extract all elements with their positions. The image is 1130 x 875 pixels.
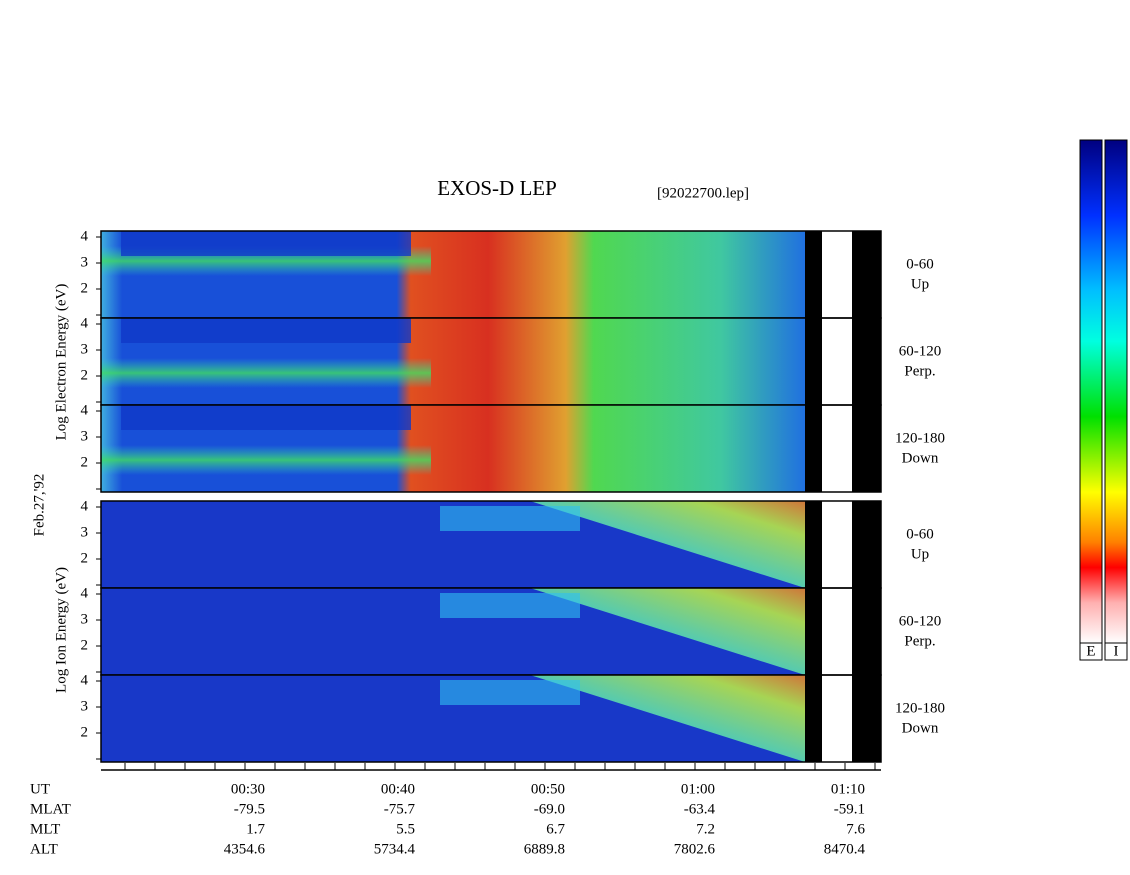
row-value: 00:50 <box>531 781 565 797</box>
spectrogram-band <box>101 358 431 388</box>
spectrogram-dark <box>121 405 411 430</box>
colorbar <box>1104 139 1128 644</box>
row-value: 8470.4 <box>824 841 866 857</box>
black-bar <box>805 588 822 675</box>
y-tick-label: 4 <box>81 402 89 418</box>
y-tick-label: 3 <box>81 341 89 357</box>
spectrogram-dark <box>121 231 411 256</box>
spectrogram-wedge <box>530 588 805 675</box>
title: EXOS-D LEP <box>437 176 557 200</box>
row-value: 7.2 <box>696 821 715 837</box>
y-tick-label: 3 <box>81 254 89 270</box>
y-tick-label: 4 <box>81 315 89 331</box>
black-bar <box>805 405 822 492</box>
y-tick-label: 3 <box>81 524 89 540</box>
pitch-direction: Down <box>902 720 939 736</box>
black-bar <box>852 675 881 762</box>
pitch-range: 60-120 <box>899 343 942 359</box>
electron-axis-label: Log Electron Energy (eV) <box>53 284 69 441</box>
spectrogram-patch <box>440 593 580 618</box>
row-value: -69.0 <box>534 801 565 817</box>
panel-frame <box>100 674 882 763</box>
row-value: 7.6 <box>846 821 865 837</box>
pitch-range: 0-60 <box>906 526 934 542</box>
black-bar <box>852 405 881 492</box>
row-value: -59.1 <box>834 801 865 817</box>
black-bar <box>805 231 822 318</box>
row-value: 4354.6 <box>224 841 266 857</box>
colorbar-label: E <box>1086 643 1095 659</box>
y-tick-label: 3 <box>81 428 89 444</box>
black-bar <box>852 231 881 318</box>
row-value: 01:00 <box>681 781 715 797</box>
colorbar <box>1079 139 1103 644</box>
row-value: 01:10 <box>831 781 865 797</box>
row-value: -79.5 <box>234 801 265 817</box>
colorbar-label-box <box>1079 642 1103 661</box>
black-bar <box>805 318 822 405</box>
date-label: Feb.27,'92 <box>31 474 47 537</box>
black-bar <box>805 501 822 588</box>
spectrogram-wedge <box>530 675 805 762</box>
colorbar-label: I <box>1114 643 1119 659</box>
row-value: 1.7 <box>246 821 265 837</box>
y-tick-label: 4 <box>81 498 89 514</box>
pitch-direction: Perp. <box>904 633 935 649</box>
file-name: [92022700.lep] <box>657 185 749 201</box>
y-tick-label: 3 <box>81 698 89 714</box>
spectrogram-patch <box>440 506 580 531</box>
black-bar <box>852 318 881 405</box>
pitch-range: 60-120 <box>899 613 942 629</box>
pitch-range: 120-180 <box>895 700 945 716</box>
y-tick-label: 2 <box>81 367 89 383</box>
row-value: 6.7 <box>546 821 565 837</box>
row-value: 00:30 <box>231 781 265 797</box>
pitch-direction: Up <box>911 546 929 562</box>
row-value: 7802.6 <box>674 841 716 857</box>
spectrogram-dark <box>121 318 411 343</box>
row-label: MLT <box>30 821 60 837</box>
row-label: UT <box>30 781 50 797</box>
spectrogram-patch <box>440 680 580 705</box>
y-tick-label: 2 <box>81 454 89 470</box>
ion-axis-label: Log Ion Energy (eV) <box>53 567 69 693</box>
row-value: -75.7 <box>384 801 416 817</box>
row-value: 6889.8 <box>524 841 565 857</box>
pitch-direction: Up <box>911 276 929 292</box>
pitch-range: 120-180 <box>895 430 945 446</box>
pitch-direction: Down <box>902 450 939 466</box>
row-value: 5734.4 <box>374 841 416 857</box>
pitch-range: 0-60 <box>906 256 934 272</box>
colorbar-label-box <box>1104 642 1128 661</box>
y-tick-label: 3 <box>81 611 89 627</box>
black-bar <box>852 588 881 675</box>
y-tick-label: 2 <box>81 724 89 740</box>
black-bar <box>805 675 822 762</box>
y-tick-label: 2 <box>81 550 89 566</box>
row-value: 5.5 <box>396 821 415 837</box>
y-tick-label: 4 <box>81 228 89 244</box>
y-tick-label: 2 <box>81 280 89 296</box>
spectrogram-band <box>101 445 431 475</box>
pitch-direction: Perp. <box>904 363 935 379</box>
colorbars: E I <box>1079 139 1128 661</box>
y-tick-label: 2 <box>81 637 89 653</box>
row-value: -63.4 <box>684 801 716 817</box>
row-label: MLAT <box>30 801 71 817</box>
spectrogram-wedge <box>530 501 805 588</box>
panel-frame <box>100 404 882 493</box>
row-label: ALT <box>30 841 58 857</box>
y-tick-label: 4 <box>81 672 89 688</box>
y-tick-label: 4 <box>81 585 89 601</box>
row-value: 00:40 <box>381 781 415 797</box>
black-bar <box>852 501 881 588</box>
